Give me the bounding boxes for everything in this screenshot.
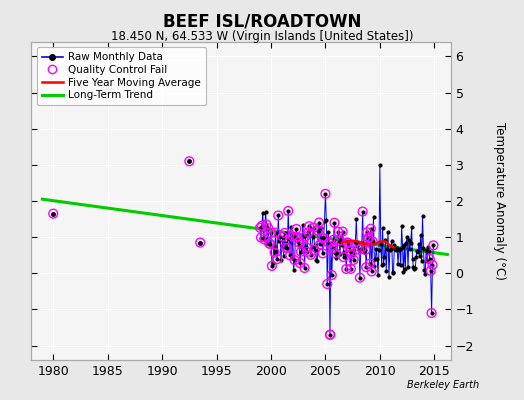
Point <box>284 208 292 214</box>
Point <box>320 235 328 242</box>
Point <box>185 158 193 164</box>
Point <box>347 251 356 257</box>
Point <box>325 240 333 246</box>
Point <box>283 245 291 251</box>
Point <box>364 235 372 242</box>
Point <box>305 223 313 229</box>
Point <box>256 224 264 231</box>
Point <box>281 245 290 251</box>
Point <box>366 260 374 267</box>
Point <box>334 228 342 235</box>
Point <box>367 268 376 275</box>
Point <box>307 252 315 258</box>
Point <box>425 256 434 262</box>
Point <box>329 245 337 252</box>
Point <box>331 250 340 256</box>
Point <box>294 239 302 245</box>
Point <box>293 234 301 241</box>
Point <box>321 190 330 197</box>
Point <box>362 264 370 270</box>
Point <box>258 222 266 229</box>
Point <box>290 257 299 263</box>
Point <box>346 248 354 254</box>
Point <box>347 266 355 272</box>
Point <box>196 239 204 246</box>
Point <box>427 268 435 274</box>
Point <box>297 248 305 255</box>
Point <box>361 247 369 253</box>
Point <box>291 234 300 240</box>
Point <box>274 212 282 219</box>
Point <box>357 245 366 251</box>
Point <box>265 240 274 247</box>
Point <box>339 228 347 235</box>
Point <box>314 228 322 234</box>
Point <box>264 225 272 231</box>
Point <box>326 332 334 338</box>
Point <box>428 262 436 268</box>
Text: Berkeley Earth: Berkeley Earth <box>407 380 479 390</box>
Point <box>289 233 297 240</box>
Point <box>286 252 294 258</box>
Point <box>262 221 270 228</box>
Point <box>292 226 301 232</box>
Point <box>355 246 363 253</box>
Point <box>356 274 364 281</box>
Text: 18.450 N, 64.533 W (Virgin Islands [United States]): 18.450 N, 64.533 W (Virgin Islands [Unit… <box>111 30 413 43</box>
Point <box>280 230 289 236</box>
Point <box>304 229 312 236</box>
Point <box>358 208 367 215</box>
Y-axis label: Temperature Anomaly (°C): Temperature Anomaly (°C) <box>493 122 506 280</box>
Point <box>350 257 358 263</box>
Point <box>257 234 265 241</box>
Point <box>330 236 338 243</box>
Point <box>326 332 334 338</box>
Point <box>342 266 351 272</box>
Point <box>302 244 311 250</box>
Point <box>344 240 352 246</box>
Point <box>310 224 318 231</box>
Point <box>340 254 348 260</box>
Point <box>301 233 310 240</box>
Point <box>303 249 311 255</box>
Point <box>266 240 274 247</box>
Point <box>270 250 279 256</box>
Point <box>260 236 269 243</box>
Point <box>343 239 352 246</box>
Point <box>273 256 281 262</box>
Point <box>428 310 436 316</box>
Point <box>268 263 276 269</box>
Text: BEEF ISL/ROADTOWN: BEEF ISL/ROADTOWN <box>163 12 361 30</box>
Point <box>296 260 304 266</box>
Point <box>330 220 339 226</box>
Legend: Raw Monthly Data, Quality Control Fail, Five Year Moving Average, Long-Term Tren: Raw Monthly Data, Quality Control Fail, … <box>37 47 206 106</box>
Point <box>318 235 326 241</box>
Point <box>267 230 275 236</box>
Point <box>300 265 309 271</box>
Point <box>345 244 353 250</box>
Point <box>271 230 280 236</box>
Point <box>368 238 377 244</box>
Point <box>363 229 372 235</box>
Point <box>315 219 323 226</box>
Point <box>328 272 336 278</box>
Point <box>365 234 373 241</box>
Point <box>279 234 287 240</box>
Point <box>319 250 327 257</box>
Point <box>310 247 319 253</box>
Point <box>49 210 58 217</box>
Point <box>367 226 375 232</box>
Point <box>323 281 332 287</box>
Point <box>335 238 343 244</box>
Point <box>316 241 324 248</box>
Point <box>429 242 438 248</box>
